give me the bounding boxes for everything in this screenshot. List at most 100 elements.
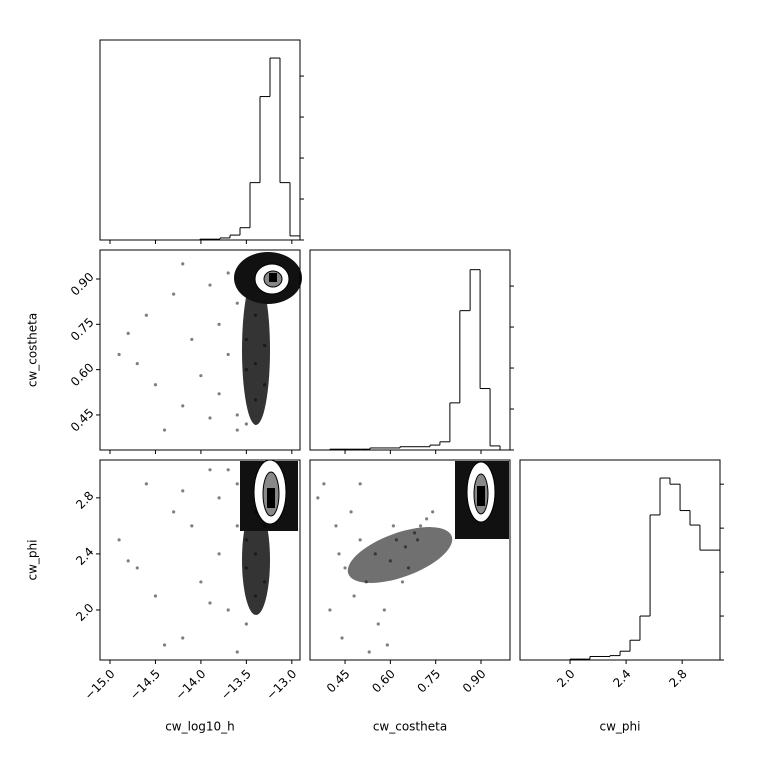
axes-frame	[99, 459, 301, 661]
scatter-point	[217, 552, 221, 556]
scatter-point	[403, 545, 408, 549]
scatter-point	[153, 383, 158, 387]
density-peak	[269, 273, 277, 282]
scatter-point	[217, 322, 221, 326]
x-axis-label: cw_phi	[600, 720, 641, 734]
scatter-point	[418, 524, 423, 528]
axes-frame	[99, 249, 301, 451]
scatter-point	[253, 510, 258, 514]
y-axis-label: cw_costheta	[26, 313, 40, 387]
scatter-point	[337, 552, 341, 556]
scatter-point	[135, 361, 139, 366]
scatter-point	[181, 636, 185, 640]
scatter-point	[244, 538, 248, 542]
scatter-point	[244, 368, 248, 372]
scatter-point	[322, 482, 326, 486]
density-peak	[267, 488, 275, 508]
scatter-point	[117, 352, 121, 357]
scatter-point	[400, 580, 405, 584]
scatter-point	[235, 650, 239, 654]
scatter-point	[172, 510, 176, 514]
scatter-point	[388, 559, 392, 563]
scatter-point	[425, 517, 429, 521]
scatter-point	[376, 622, 380, 626]
scatter-point	[358, 482, 362, 486]
scatter-point	[153, 594, 158, 598]
scatter-point	[367, 650, 371, 654]
scatter-point	[208, 283, 212, 287]
scatter-point	[226, 608, 230, 612]
scatter-point	[385, 643, 389, 647]
scatter-point	[199, 374, 203, 378]
scatter-point	[208, 468, 212, 472]
x-axis-label: cw_log10_h	[165, 720, 235, 734]
scatter-point	[226, 352, 230, 357]
scatter-point	[253, 313, 258, 317]
scatter-point	[343, 566, 347, 570]
scatter-point	[162, 643, 167, 647]
scatter-point	[235, 413, 239, 417]
scatter-point	[217, 496, 221, 500]
scatter-point	[352, 594, 356, 598]
scatter-point	[244, 337, 248, 342]
scatter-point	[431, 510, 435, 514]
scatter-point	[406, 566, 411, 570]
scatter-point	[235, 524, 239, 528]
scatter-point	[373, 552, 377, 556]
scatter-point	[244, 422, 248, 426]
axes-frame	[309, 459, 511, 661]
density-streak	[242, 505, 270, 615]
scatter-point	[262, 343, 267, 348]
scatter-point	[172, 292, 176, 296]
scatter-point	[253, 361, 258, 366]
scatter-point	[349, 510, 353, 514]
scatter-point	[253, 552, 258, 556]
scatter-point	[181, 404, 185, 408]
scatter-point	[262, 383, 267, 387]
axes-frame	[519, 459, 721, 661]
density-cores	[234, 252, 509, 615]
scatter-point	[235, 482, 239, 486]
scatter-point	[328, 608, 332, 612]
scatter-point	[117, 538, 121, 542]
scatter-point	[144, 482, 148, 486]
scatter-point	[144, 313, 148, 317]
scatter-point	[364, 580, 368, 584]
scatter-point	[235, 428, 239, 432]
x-axis-label: cw_costheta	[373, 720, 447, 734]
scatter-point	[190, 337, 194, 342]
scatter-point	[135, 566, 139, 570]
scatter-point	[253, 398, 258, 402]
y-axis-label: cw_phi	[26, 540, 40, 581]
scatter-point	[334, 524, 338, 528]
scatter-point	[217, 392, 221, 396]
scatter-point	[262, 524, 267, 528]
scatter-point	[226, 271, 230, 275]
scatter-point	[226, 468, 230, 472]
scatter-point	[340, 636, 344, 640]
scatter-point	[253, 594, 258, 598]
scatter-point	[208, 601, 212, 605]
scatter-point	[244, 622, 248, 626]
scatter-point	[181, 262, 185, 266]
scatter-point	[415, 538, 420, 542]
scatter-point	[126, 331, 130, 335]
scatter-point	[358, 538, 362, 542]
scatter-point	[208, 416, 212, 420]
scatter-point	[391, 524, 395, 528]
scatter-point	[190, 524, 194, 528]
axes-frame	[309, 249, 511, 451]
scatter-point	[412, 531, 417, 535]
scatter-point	[316, 496, 320, 500]
scatter-point	[181, 489, 185, 493]
scatter-point	[162, 428, 167, 432]
scatter-point	[394, 538, 399, 542]
scatter-point	[244, 566, 248, 570]
scatter-point	[382, 608, 386, 612]
scatter-point	[235, 301, 239, 305]
scatter-point	[262, 580, 267, 584]
density-peak	[477, 486, 485, 506]
density-streak	[242, 275, 270, 425]
